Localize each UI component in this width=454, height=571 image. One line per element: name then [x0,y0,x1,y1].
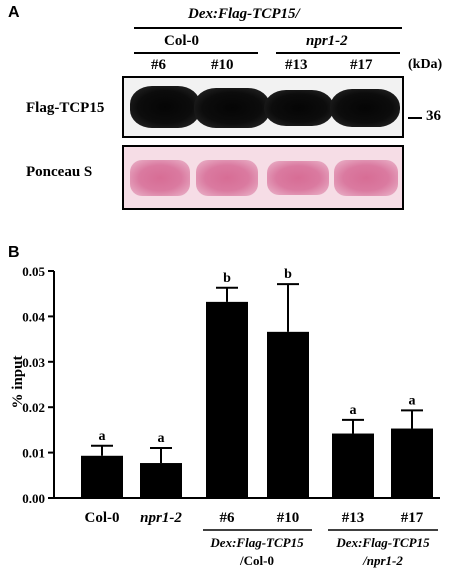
lane-label-2: #10 [211,57,234,73]
bar [267,331,309,498]
y-tick-label: 0.03 [22,355,45,370]
marker-36-label: 36 [426,108,441,124]
lane-label-3: #13 [285,57,308,73]
panel-a-letter: A [8,4,20,21]
flag-band-3 [264,90,334,126]
flag-row-label: Flag-TCP15 [26,100,105,116]
kda-label: (kDa) [408,57,443,72]
group-underline-col0 [134,52,258,54]
group-underline-npr1 [276,52,400,54]
category-label: npr1-2 [140,510,182,526]
y-tick-label: 0.01 [22,446,45,461]
ponceau-band-4 [334,160,398,196]
category-label: #17 [401,510,424,526]
category-label: Col-0 [85,510,120,526]
lane-label-4: #17 [350,57,373,73]
y-tick-label: 0.04 [22,309,45,324]
marker-tick [408,117,422,119]
category-label: #10 [277,510,300,526]
bar [332,433,374,498]
group-label-col0: Col-0 [164,33,199,49]
bar [81,455,123,498]
ponceau-band-3 [267,161,329,195]
flag-tcp15-blot [122,76,404,138]
significance-letter: a [99,429,106,444]
group-label-line1: Dex:Flag-TCP15 [209,535,304,550]
group-label-line2: /Col-0 [239,553,274,568]
flag-band-1 [130,86,200,128]
ponceau-row-label: Ponceau S [26,164,93,180]
group-label-line2: /npr1-2 [362,553,403,568]
group-label-line1: Dex:Flag-TCP15 [335,535,430,550]
significance-letter: a [409,393,416,408]
y-tick-label: 0.02 [22,400,45,415]
flag-band-4 [330,89,400,127]
bar [206,301,248,498]
panel-b-letter: B [8,244,20,261]
significance-letter: a [158,431,165,446]
bar [391,428,433,498]
y-tick-label: 0.00 [22,491,45,506]
group-label-npr1: npr1-2 [306,33,348,49]
construct-underline [134,27,402,29]
ponceau-band-1 [130,160,190,196]
y-tick-label: 0.05 [22,264,45,279]
bar [140,463,182,498]
category-label: #13 [342,510,365,526]
significance-letter: b [223,271,231,286]
ponceau-s-blot [122,145,404,210]
significance-letter: a [350,403,357,418]
lane-label-1: #6 [151,57,166,73]
ponceau-band-2 [196,160,258,196]
flag-band-2 [194,88,270,128]
construct-label: Dex:Flag-TCP15/ [188,6,300,22]
category-label: #6 [220,510,236,526]
significance-letter: b [284,267,292,282]
y-axis-label: % input [10,356,26,409]
